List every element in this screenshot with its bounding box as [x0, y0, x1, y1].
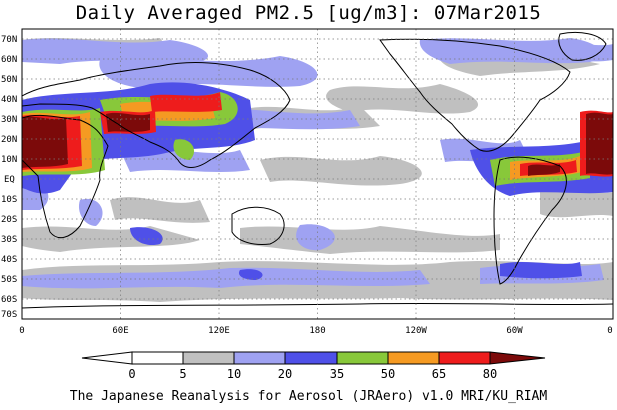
colorbar-label: 65	[432, 367, 446, 381]
colorbar-label: 35	[330, 367, 344, 381]
lon-label: 120W	[405, 326, 427, 336]
lat-label: 60S	[1, 295, 17, 305]
lat-label: 70N	[1, 35, 17, 45]
colorbar-segment	[131, 351, 184, 365]
lat-label: 40S	[1, 255, 17, 265]
south-america-coast	[493, 156, 567, 285]
colorbar-label: 20	[278, 367, 292, 381]
footer-credit: The Japanese Reanalysis for Aerosol (JRA…	[69, 389, 548, 404]
colorbar-segment	[336, 351, 389, 365]
lat-label: EQ	[4, 175, 15, 185]
north-america-coast	[379, 38, 571, 152]
colorbar-segment	[438, 351, 491, 365]
lat-label: 20S	[1, 215, 17, 225]
antarctica-coast	[22, 302, 613, 309]
latitude-labels: 70N 60N 50N 40N 30N 20N 10N EQ 10S 20S 3…	[1, 35, 17, 320]
lon-label: 60W	[506, 326, 523, 336]
greenland-coast	[558, 31, 607, 61]
band-above-80	[22, 112, 613, 176]
colorbar-max-arrow	[489, 351, 546, 365]
colorbar-label: 5	[179, 367, 186, 381]
lon-label: 60E	[112, 326, 128, 336]
lon-label: 120E	[208, 326, 230, 336]
colorbar-segment	[233, 351, 286, 365]
lon-label: 0	[607, 326, 612, 336]
colorbar-label: 50	[381, 367, 395, 381]
africa-coast	[22, 114, 109, 239]
graticule	[22, 29, 613, 319]
australia-coast	[231, 206, 285, 245]
longitude-labels: 0 60E 120E 180 120W 60W 0	[19, 326, 612, 336]
colorbar-segment	[284, 351, 338, 365]
coastlines	[22, 31, 613, 309]
map-title: Daily Averaged PM2.5 [ug/m3]: 07Mar2015	[75, 2, 542, 24]
lat-label: 60N	[1, 55, 17, 65]
colorbar-segment	[387, 351, 440, 365]
lat-label: 50N	[1, 75, 17, 85]
lat-label: 30S	[1, 235, 17, 245]
lat-label: 40N	[1, 95, 17, 105]
colorbar-label: 80	[483, 367, 497, 381]
colorbar-label: 10	[227, 367, 241, 381]
lon-label: 180	[309, 326, 325, 336]
colorbar: 0 5 10 20 35 50 65 80	[81, 351, 546, 381]
lon-label: 0	[19, 326, 24, 336]
lat-label: 20N	[1, 135, 17, 145]
lat-label: 70S	[1, 310, 17, 320]
colorbar-label: 0	[128, 367, 135, 381]
lat-label: 30N	[1, 115, 17, 125]
lat-label: 50S	[1, 275, 17, 285]
lat-label: 10S	[1, 195, 17, 205]
pm25-field	[22, 38, 613, 302]
colorbar-min-arrow	[81, 351, 133, 365]
lat-label: 10N	[1, 155, 17, 165]
colorbar-segment	[182, 351, 235, 365]
map-frame	[21, 28, 614, 320]
eurasia-coast	[22, 62, 291, 168]
